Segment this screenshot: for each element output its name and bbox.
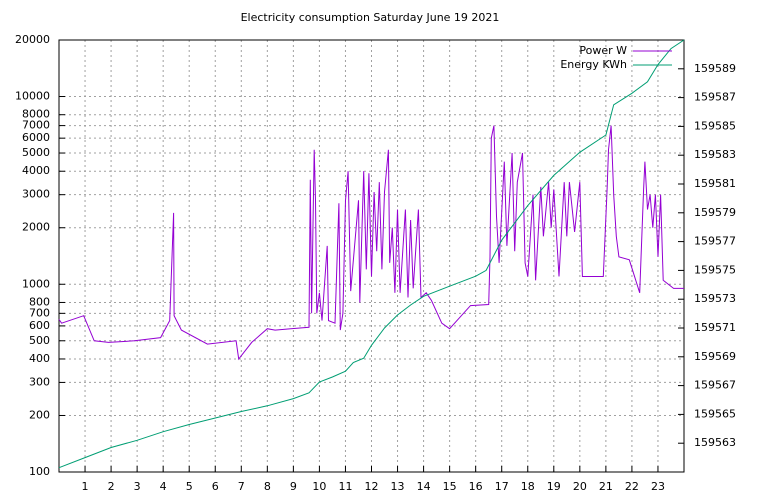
y-tick-label: 7000	[22, 119, 50, 132]
y-tick-label: 600	[29, 319, 50, 332]
y-tick-label: 300	[29, 375, 50, 388]
chart-title: Electricity consumption Saturday June 19…	[241, 11, 500, 24]
plot-border	[58, 39, 685, 473]
x-tick-label: 4	[160, 480, 167, 493]
y2-tick-label: 159585	[694, 119, 736, 132]
y2-tick-label: 159575	[694, 263, 736, 276]
y-tick-label: 2000	[22, 221, 50, 234]
y-tick-label: 500	[29, 334, 50, 347]
y-tick-label: 3000	[22, 188, 50, 201]
x-tick-label: 15	[443, 480, 457, 493]
x-tick-label: 22	[625, 480, 639, 493]
x-tick-label: 1	[82, 480, 89, 493]
x-tick-label: 20	[573, 480, 587, 493]
y2-tick-label: 159565	[694, 407, 736, 420]
y-tick-label: 800	[29, 295, 50, 308]
x-tick-label: 12	[365, 480, 379, 493]
x-tick-label: 14	[417, 480, 431, 493]
series-line	[58, 39, 685, 469]
legend-label: Energy KWh	[560, 58, 627, 71]
x-tick-label: 7	[238, 480, 245, 493]
y-tick-label: 700	[29, 306, 50, 319]
y-tick-label: 5000	[22, 146, 50, 159]
y2-tick-label: 159583	[694, 148, 736, 161]
y-tick-label: 200	[29, 408, 50, 421]
x-tick-label: 10	[312, 480, 326, 493]
y-tick-label: 20000	[15, 33, 50, 46]
y2-tick-label: 159573	[694, 292, 736, 305]
y-tick-label: 10000	[15, 90, 50, 103]
x-tick-label: 9	[290, 480, 297, 493]
y-tick-label: 8000	[22, 108, 50, 121]
y2-tick-label: 159571	[694, 321, 736, 334]
x-tick-label: 2	[108, 480, 115, 493]
x-tick-label: 3	[134, 480, 141, 493]
x-tick-label: 11	[338, 480, 352, 493]
y-tick-label: 1000	[22, 277, 50, 290]
x-tick-label: 19	[547, 480, 561, 493]
x-tick-label: 8	[264, 480, 271, 493]
y-tick-label: 4000	[22, 164, 50, 177]
y-tick-label: 400	[29, 352, 50, 365]
y-tick-label: 100	[29, 465, 50, 478]
y2-tick-label: 159589	[694, 62, 736, 75]
y2-tick-label: 159579	[694, 206, 736, 219]
series-line	[58, 125, 684, 361]
y2-tick-label: 159581	[694, 177, 736, 190]
x-tick-label: 23	[651, 480, 665, 493]
x-tick-label: 17	[495, 480, 509, 493]
y2-tick-label: 159569	[694, 350, 736, 363]
y2-tick-label: 159563	[694, 436, 736, 449]
y2-tick-label: 159567	[694, 379, 736, 392]
x-tick-label: 13	[391, 480, 405, 493]
y2-tick-label: 159587	[694, 91, 736, 104]
x-tick-label: 21	[599, 480, 613, 493]
y2-tick-label: 159577	[694, 235, 736, 248]
x-tick-label: 5	[186, 480, 193, 493]
x-tick-label: 16	[469, 480, 483, 493]
x-tick-label: 18	[521, 480, 535, 493]
y-tick-label: 6000	[22, 131, 50, 144]
legend-label: Power W	[579, 44, 627, 57]
x-tick-label: 6	[212, 480, 219, 493]
